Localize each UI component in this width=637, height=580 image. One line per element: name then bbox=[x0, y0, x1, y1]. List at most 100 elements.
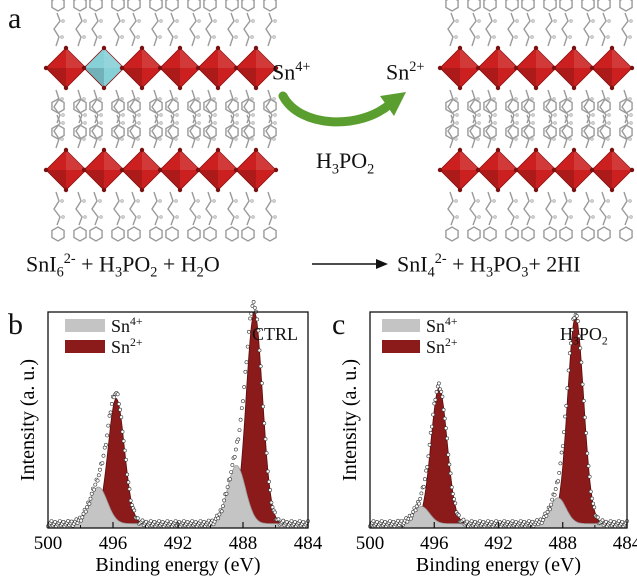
x-tick-label: 484 bbox=[294, 533, 323, 554]
data-point bbox=[85, 505, 89, 510]
data-point bbox=[428, 430, 433, 435]
octahedron-icon bbox=[119, 147, 165, 193]
data-point bbox=[80, 515, 85, 520]
data-point bbox=[530, 519, 535, 524]
data-point bbox=[87, 501, 92, 506]
data-point bbox=[261, 404, 266, 409]
x-tick-label: 492 bbox=[164, 533, 193, 554]
data-point bbox=[548, 507, 552, 512]
data-point bbox=[202, 520, 206, 524]
data-point bbox=[408, 516, 413, 521]
organic-ligand-icon bbox=[165, 191, 179, 242]
data-point bbox=[426, 454, 431, 459]
data-point bbox=[165, 519, 170, 524]
data-point bbox=[126, 480, 131, 485]
data-point bbox=[419, 491, 424, 496]
x-tick-label: 488 bbox=[549, 533, 578, 554]
data-point bbox=[193, 520, 198, 524]
data-point bbox=[135, 516, 140, 521]
organic-ligand-icon bbox=[165, 0, 179, 47]
data-point bbox=[228, 477, 232, 482]
xps-chart-ctrl: 500 496 492 488 484 Binding energy (eV) Intens… bbox=[17, 299, 323, 576]
octahedron-icon bbox=[81, 45, 127, 91]
data-point bbox=[242, 385, 247, 389]
data-point bbox=[281, 518, 286, 523]
data-point bbox=[93, 482, 98, 487]
organic-ligand-icon bbox=[543, 89, 557, 140]
data-point bbox=[608, 519, 613, 524]
data-point bbox=[584, 431, 589, 435]
data-point bbox=[267, 479, 271, 484]
organic-ligand-icon bbox=[521, 0, 535, 47]
octahedron-icon bbox=[551, 147, 597, 193]
organic-ligand-icon bbox=[187, 89, 201, 140]
data-point bbox=[115, 392, 120, 397]
x-tick-label: 500 bbox=[34, 533, 63, 554]
octahedron-icon bbox=[233, 147, 279, 193]
organic-ligand-icon bbox=[51, 98, 65, 149]
octahedron-icon bbox=[43, 147, 89, 193]
data-point bbox=[450, 491, 455, 496]
organic-ligand-icon bbox=[505, 89, 519, 140]
organic-ligand-icon bbox=[225, 89, 239, 140]
data-point bbox=[585, 451, 590, 456]
x-tick-label: 484 bbox=[613, 533, 637, 554]
organic-ligand-icon bbox=[225, 98, 239, 149]
organic-ligand-icon bbox=[445, 98, 459, 149]
data-point bbox=[574, 314, 579, 318]
legend-item: Sn4+ bbox=[382, 316, 457, 335]
data-point bbox=[578, 346, 583, 351]
data-point bbox=[567, 351, 572, 356]
data-point bbox=[545, 509, 550, 514]
y-axis-label: Intensity (a. u.) bbox=[339, 359, 361, 481]
data-point bbox=[557, 470, 562, 475]
octahedron-icon bbox=[589, 45, 635, 91]
data-point bbox=[544, 514, 549, 518]
organic-ligand-icon bbox=[483, 191, 497, 242]
data-point bbox=[387, 519, 392, 524]
organic-ligand-icon bbox=[127, 98, 141, 149]
data-point bbox=[88, 496, 93, 501]
organic-ligand-icon bbox=[581, 191, 595, 242]
data-point bbox=[417, 501, 422, 506]
data-point bbox=[140, 518, 145, 523]
data-point bbox=[79, 518, 84, 523]
organic-ligand-icon bbox=[581, 89, 595, 140]
organic-ligand-icon bbox=[187, 191, 201, 242]
organic-ligand-icon bbox=[203, 191, 217, 242]
data-point bbox=[549, 502, 554, 507]
data-point bbox=[185, 520, 190, 524]
equation-products: SnI42- + H3PO3+ 2HI bbox=[397, 251, 581, 281]
organic-ligand-icon bbox=[263, 89, 277, 140]
organic-ligand-icon bbox=[543, 98, 557, 149]
data-point bbox=[265, 469, 270, 474]
octahedron-icon bbox=[513, 147, 559, 193]
data-point bbox=[236, 437, 241, 442]
data-point bbox=[57, 519, 62, 524]
organic-ligand-icon bbox=[619, 191, 633, 242]
octahedron-icon bbox=[589, 147, 635, 193]
organic-ligand-icon bbox=[225, 0, 239, 47]
data-point bbox=[49, 519, 54, 524]
data-point bbox=[600, 518, 605, 523]
data-point bbox=[595, 515, 600, 520]
reagent-label: H3PO2 bbox=[316, 148, 375, 178]
data-point bbox=[375, 520, 379, 524]
organic-ligand-icon bbox=[505, 98, 519, 149]
data-point bbox=[120, 429, 125, 434]
data-point bbox=[447, 462, 452, 467]
organic-ligand-icon bbox=[521, 98, 535, 149]
data-point bbox=[109, 401, 114, 406]
data-point bbox=[620, 520, 625, 524]
data-point bbox=[276, 517, 281, 522]
panel-c-letter: c bbox=[332, 308, 346, 341]
data-point bbox=[456, 513, 461, 518]
data-point bbox=[558, 461, 563, 466]
data-point bbox=[128, 498, 133, 503]
data-point bbox=[371, 519, 376, 524]
organic-ligand-icon bbox=[263, 0, 277, 47]
legend-item: Sn2+ bbox=[382, 337, 457, 356]
data-point bbox=[465, 519, 469, 524]
data-point bbox=[216, 516, 221, 521]
